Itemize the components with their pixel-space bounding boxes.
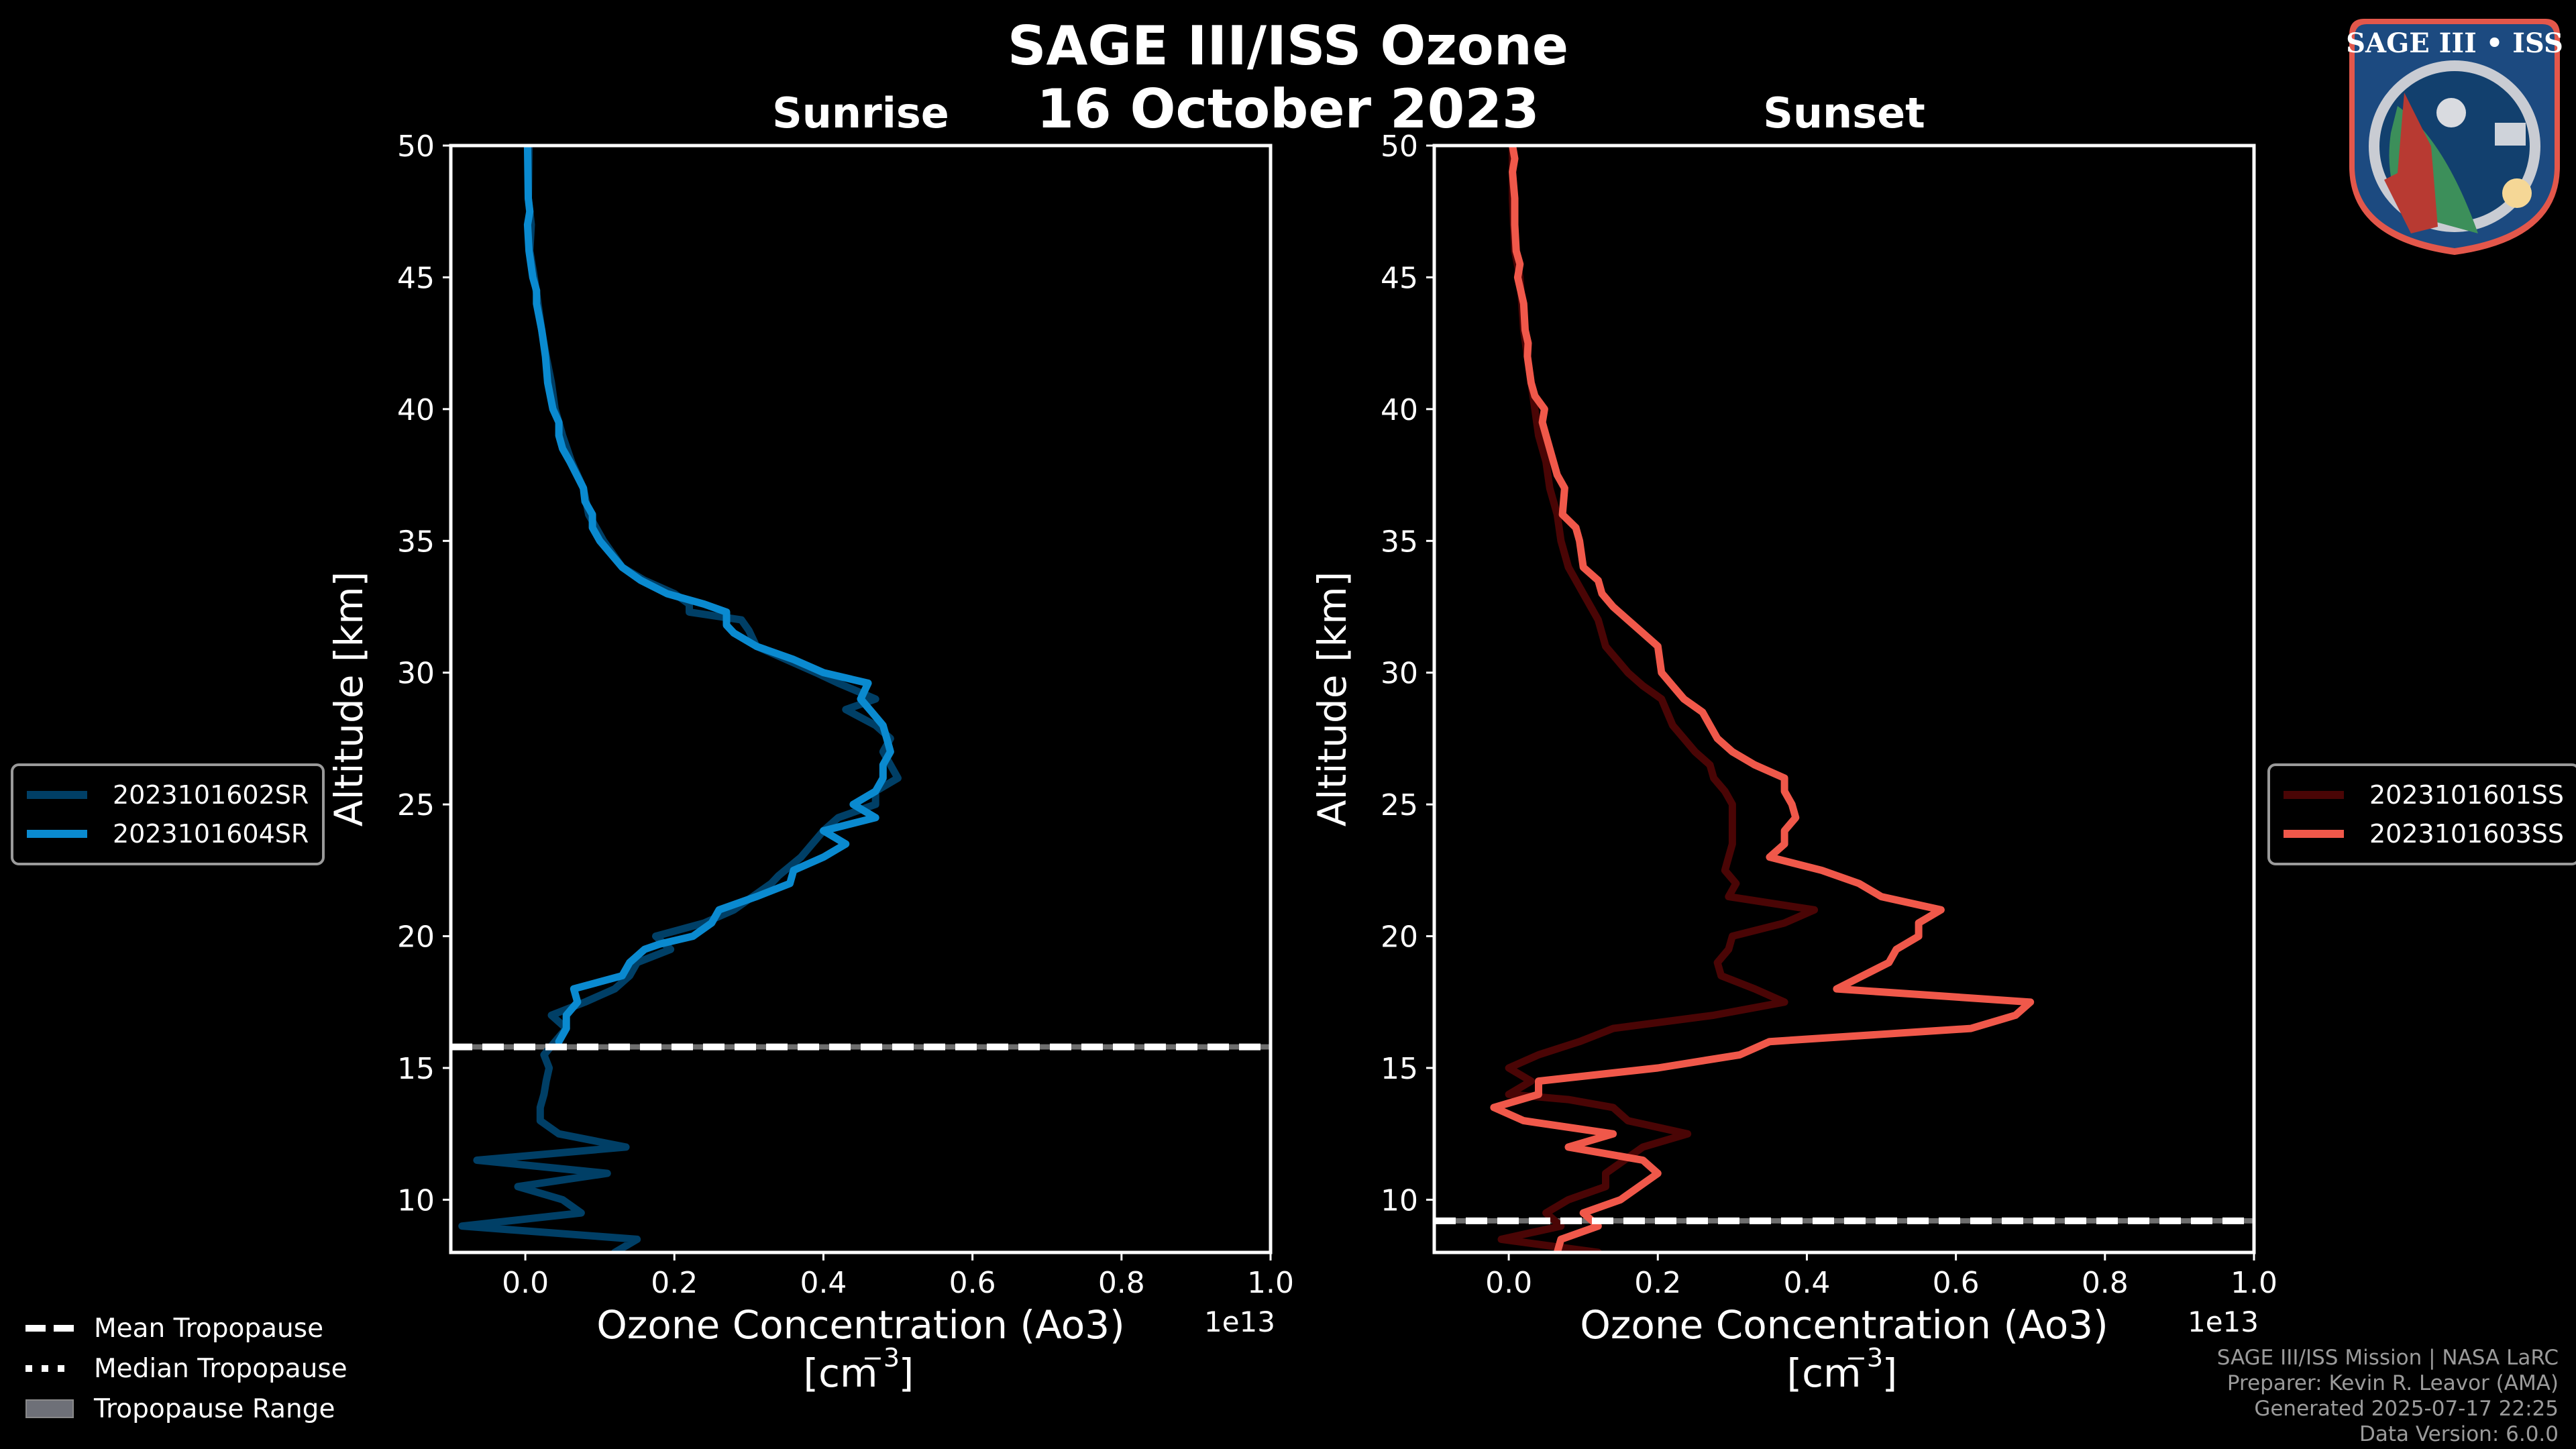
x-tick-label: 0.0 (1485, 1266, 1532, 1300)
title-line-2: 16 October 2023 (1036, 78, 1540, 140)
x-tick-label: 1.0 (2231, 1266, 2277, 1300)
y-axis-label: Altitude [km] (326, 572, 372, 826)
sunrise-axes: 10 15 20 25 30 35 40 45 50 0.0 0.2 0.4 0.6 0.8 1.0 1e13… (326, 129, 1294, 1396)
legend-item: 2023101604SR (27, 814, 309, 853)
y-tick-label: 10 (397, 1183, 435, 1218)
x-tick-label: 0.4 (800, 1266, 847, 1300)
x-axis-units-close: ] (899, 1350, 914, 1396)
sunset-plot-title: Sunset (1763, 89, 1925, 138)
plot-frame (1432, 144, 2256, 1254)
mission-patch-logo: SAGE III • ISS (2344, 12, 2565, 260)
y-tick-label: 50 (397, 129, 435, 164)
x-tick-label: 0.8 (2082, 1266, 2129, 1300)
x-tick-label: 0.2 (1634, 1266, 1681, 1300)
y-axis-label: Altitude [km] (1309, 572, 1355, 826)
range-band-swatch (25, 1399, 74, 1418)
credits-footer: SAGE III/ISS Mission | NASA LaRC Prepare… (2217, 1345, 2559, 1447)
legend-label: 2023101601SS (2369, 780, 2565, 810)
legend-label: Median Tropopause (94, 1353, 347, 1384)
legend-label: Tropopause Range (94, 1393, 335, 1424)
legend-item: 2023101603SS (2284, 814, 2564, 853)
y-tick-label: 25 (397, 788, 435, 822)
footer-generated: Generated 2025-07-17 22:25 (2254, 1397, 2559, 1421)
footer-preparer: Preparer: Kevin R. Leavor (AMA) (2226, 1371, 2559, 1395)
y-tick-label: 35 (1381, 525, 1418, 559)
legend-item-mean-tropopause: Mean Tropopause (25, 1308, 347, 1348)
x-axis-units-close: ] (1882, 1350, 1898, 1396)
x-axis-label: Ozone Concentration (Ao3) (596, 1302, 1125, 1348)
footer-data-version: Data Version: 6.0.0 (2359, 1422, 2559, 1446)
dashed-line-icon (25, 1325, 74, 1332)
legend-item: 2023101602SR (27, 775, 309, 814)
y-tick-label: 20 (1381, 920, 1418, 955)
y-tick-label: 50 (1381, 129, 1418, 164)
series-line-2023101603SS (1490, 146, 2035, 1252)
x-axis-units: [cm (803, 1350, 877, 1396)
series-line-2023101604SR (523, 146, 894, 1046)
legend-label: Mean Tropopause (94, 1313, 324, 1344)
y-tick-label: 15 (1381, 1052, 1418, 1086)
y-tick-label: 15 (397, 1052, 435, 1086)
y-tick-label: 40 (1381, 393, 1418, 427)
x-tick-label: 0.6 (1933, 1266, 1980, 1300)
x-offset-label: 1e13 (1204, 1305, 1275, 1338)
sunrise-plot-title: Sunrise (772, 89, 949, 138)
x-tick-label: 1.0 (1247, 1266, 1294, 1300)
main-title: SAGE III/ISS Ozone 16 October 2023 (0, 15, 2576, 141)
sunset-axes: 10 15 20 25 30 35 40 45 50 0.0 0.2 0.4 0.6 0.8 1.0 1e13… (1309, 129, 2277, 1396)
x-axis-units: [cm (1786, 1350, 1861, 1396)
sunset-legend: 2023101601SS 2023101603SS (2267, 763, 2576, 865)
series-line-2023101602SR (458, 146, 902, 1252)
moon-icon (2436, 98, 2466, 127)
title-line-1: SAGE III/ISS Ozone (1007, 15, 1569, 77)
legend-swatch-sr-bright (27, 830, 87, 838)
y-tick-label: 35 (397, 525, 435, 559)
y-tick-label: 30 (397, 657, 435, 691)
x-tick-label: 0.0 (502, 1266, 549, 1300)
y-tick-label: 25 (1381, 788, 1418, 822)
legend-item-tropopause-range: Tropopause Range (25, 1389, 347, 1429)
footer-mission: SAGE III/ISS Mission | NASA LaRC (2216, 1346, 2559, 1370)
legend-swatch-ss-dark (2284, 791, 2344, 799)
x-tick-label: 0.6 (949, 1266, 996, 1300)
legend-swatch-ss-bright (2284, 830, 2344, 838)
x-axis-label: Ozone Concentration (Ao3) (1580, 1302, 2108, 1348)
x-tick-label: 0.4 (1783, 1266, 1830, 1300)
y-tick-label: 10 (1381, 1183, 1418, 1218)
x-tick-label: 0.8 (1098, 1266, 1145, 1300)
wizard-icon (2384, 93, 2438, 233)
legend-item: 2023101601SS (2284, 775, 2564, 814)
y-tick-label: 45 (1381, 261, 1418, 295)
legend-label: 2023101602SR (113, 780, 309, 810)
legend-label: 2023101603SS (2369, 819, 2565, 849)
iss-icon (2495, 123, 2526, 146)
legend-label: 2023101604SR (113, 819, 309, 849)
x-axis-units-exponent: −3 (862, 1343, 900, 1373)
sunrise-legend: 2023101602SR 2023101604SR (11, 763, 325, 865)
legend-swatch-sr-dark (27, 791, 87, 799)
series-group (458, 146, 902, 1252)
series-group (1490, 146, 2035, 1252)
legend-item-median-tropopause: Median Tropopause (25, 1348, 347, 1389)
x-offset-label: 1e13 (2188, 1305, 2259, 1338)
y-tick-label: 20 (397, 920, 435, 955)
sun-icon (2502, 178, 2532, 208)
plot-frame (449, 144, 1273, 1254)
y-tick-label: 30 (1381, 657, 1418, 691)
series-line-2023101601SS (1497, 146, 1819, 1252)
tropopause-legend: Mean Tropopause Median Tropopause Tropop… (25, 1308, 347, 1429)
logo-title: SAGE III • ISS (2346, 28, 2563, 59)
x-tick-label: 0.2 (651, 1266, 698, 1300)
x-axis-units-exponent: −3 (1845, 1343, 1883, 1373)
y-tick-label: 40 (397, 393, 435, 427)
y-tick-label: 45 (397, 261, 435, 295)
